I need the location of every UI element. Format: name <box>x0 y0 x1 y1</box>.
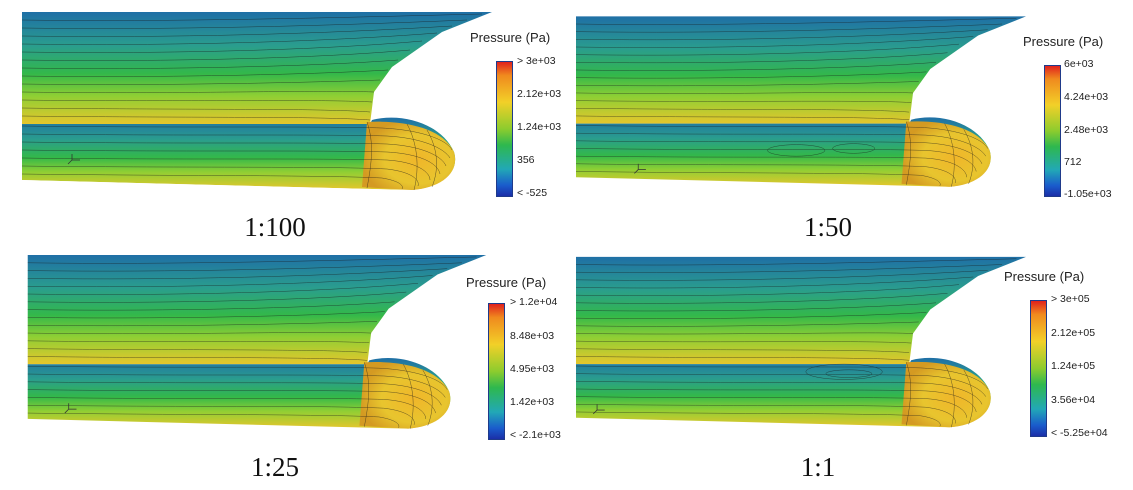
axis-triad-icon <box>592 404 605 415</box>
scale-caption: 1:50 <box>803 212 852 242</box>
legend-title: Pressure (Pa) <box>466 275 547 290</box>
axis-triad-icon <box>64 403 77 414</box>
legend-tick: 2.12e+05 <box>1051 327 1096 339</box>
legend-tick: 1.42e+03 <box>510 396 555 408</box>
legend-tick: 4.24e+03 <box>1064 91 1109 103</box>
hull-pressure-render <box>27 255 487 429</box>
legend-tick: 1.24e+05 <box>1051 360 1096 372</box>
legend-tick: < -5.25e+04 <box>1051 427 1108 439</box>
axis-triad-icon <box>634 163 646 174</box>
pressure-colorbar <box>496 61 513 197</box>
pressure-colorbar <box>1030 300 1047 437</box>
legend-tick: 1.24e+03 <box>517 121 562 133</box>
hull-pressure-render <box>576 16 1026 187</box>
scale-caption: 1:100 <box>244 212 306 242</box>
legend-tick: 3.56e+04 <box>1051 394 1096 406</box>
legend-tick: -1.05e+03 <box>1064 188 1112 200</box>
legend-tick: 2.12e+03 <box>517 88 562 100</box>
legend-title: Pressure (Pa) <box>470 30 551 45</box>
panel-scale-1-25: Pressure (Pa) > 1.2e+04 8.48e+03 4.95e+0… <box>0 245 566 490</box>
panel-scale-1-1: Pressure (Pa) > 3e+05 2.12e+05 1.24e+05 … <box>566 245 1133 490</box>
legend-tick: 356 <box>517 154 535 166</box>
legend-tick: > 3e+03 <box>517 55 556 67</box>
legend-title: Pressure (Pa) <box>1023 34 1104 49</box>
legend-tick: 8.48e+03 <box>510 330 555 342</box>
legend-tick: 712 <box>1064 156 1082 168</box>
legend-tick: 2.48e+03 <box>1064 124 1109 136</box>
pressure-colorbar <box>488 303 505 440</box>
panel-scale-1-100: Pressure (Pa) > 3e+03 2.12e+03 1.24e+03 … <box>0 0 566 245</box>
legend-title: Pressure (Pa) <box>1004 269 1085 284</box>
legend-tick: < -525 <box>517 187 548 199</box>
hull-pressure-render <box>576 256 1026 428</box>
scale-caption: 1:1 <box>800 452 836 482</box>
legend-tick: < -2.1e+03 <box>510 429 561 441</box>
panel-scale-1-50: Pressure (Pa) 6e+03 4.24e+03 2.48e+03 71… <box>566 0 1133 245</box>
pressure-colorbar <box>1044 65 1061 197</box>
legend-tick: > 1.2e+04 <box>510 296 558 308</box>
legend-tick: 6e+03 <box>1064 58 1094 70</box>
axis-triad-icon <box>67 154 80 165</box>
legend-tick: 4.95e+03 <box>510 363 555 375</box>
legend-tick: > 3e+05 <box>1051 293 1090 305</box>
hull-pressure-render <box>22 12 492 197</box>
scale-caption: 1:25 <box>250 452 299 482</box>
